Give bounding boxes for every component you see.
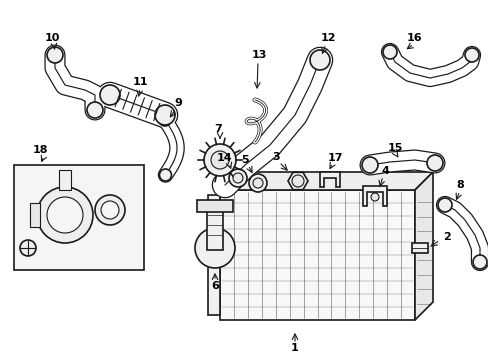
Text: 16: 16 xyxy=(407,33,422,43)
Circle shape xyxy=(101,201,119,219)
Circle shape xyxy=(159,169,171,181)
Circle shape xyxy=(47,197,83,233)
Circle shape xyxy=(100,85,120,105)
Text: 2: 2 xyxy=(442,232,450,242)
Polygon shape xyxy=(220,172,432,190)
Bar xyxy=(30,203,40,227)
Text: 14: 14 xyxy=(217,153,232,163)
Circle shape xyxy=(361,157,377,173)
Text: 1: 1 xyxy=(290,343,298,353)
Polygon shape xyxy=(362,186,386,206)
Text: 4: 4 xyxy=(380,166,388,176)
Text: 3: 3 xyxy=(272,152,279,162)
Circle shape xyxy=(464,48,478,62)
Circle shape xyxy=(309,50,329,70)
Circle shape xyxy=(95,195,125,225)
Bar xyxy=(14,165,143,270)
Circle shape xyxy=(382,45,396,59)
Text: 18: 18 xyxy=(32,145,48,155)
Circle shape xyxy=(370,193,378,201)
Polygon shape xyxy=(319,172,339,187)
Text: 15: 15 xyxy=(386,143,402,153)
Text: 13: 13 xyxy=(251,50,266,60)
Circle shape xyxy=(248,174,266,192)
Circle shape xyxy=(195,228,235,268)
Circle shape xyxy=(252,178,263,188)
Circle shape xyxy=(228,169,246,187)
Circle shape xyxy=(87,102,103,118)
Circle shape xyxy=(426,155,442,171)
Circle shape xyxy=(155,105,175,125)
Bar xyxy=(59,170,71,190)
Bar xyxy=(207,195,220,315)
Text: 11: 11 xyxy=(132,77,147,87)
Circle shape xyxy=(472,255,486,269)
Text: 8: 8 xyxy=(455,180,463,190)
Polygon shape xyxy=(414,172,432,320)
Circle shape xyxy=(47,47,63,63)
Circle shape xyxy=(37,187,93,243)
Text: 10: 10 xyxy=(44,33,60,43)
Bar xyxy=(220,190,414,320)
Bar xyxy=(206,210,223,250)
Circle shape xyxy=(20,240,36,256)
Circle shape xyxy=(232,173,243,183)
Bar xyxy=(411,243,427,253)
Circle shape xyxy=(291,175,304,187)
Text: 9: 9 xyxy=(174,98,182,108)
Text: 7: 7 xyxy=(214,124,222,134)
Circle shape xyxy=(437,198,451,212)
Polygon shape xyxy=(287,172,307,190)
Text: 5: 5 xyxy=(241,155,248,165)
Circle shape xyxy=(159,114,171,126)
Circle shape xyxy=(203,144,236,176)
Bar xyxy=(197,200,232,212)
Text: 6: 6 xyxy=(211,281,219,291)
Text: 17: 17 xyxy=(326,153,342,163)
Text: 12: 12 xyxy=(320,33,335,43)
Circle shape xyxy=(210,151,228,169)
